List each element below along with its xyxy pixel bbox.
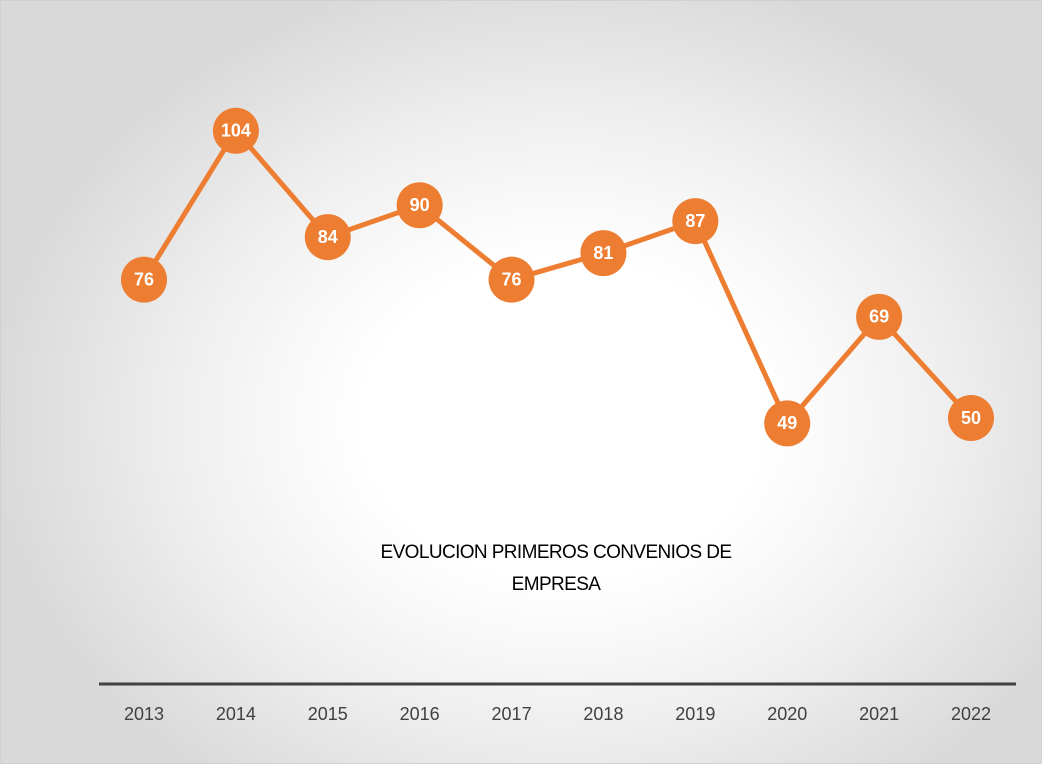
x-tick-label: 2016 <box>400 704 440 724</box>
x-tick-label: 2015 <box>308 704 348 724</box>
marker <box>396 182 443 229</box>
data-label: 76 <box>134 269 154 289</box>
data-label: 104 <box>221 120 251 140</box>
marker <box>672 198 719 245</box>
marker <box>488 256 535 303</box>
x-tick-label: 2022 <box>951 704 991 724</box>
data-label: 49 <box>777 413 797 433</box>
chart-title: EVOLUCION PRIMEROS CONVENIOS DE EMPRESA <box>380 542 733 595</box>
x-tick-label: 2014 <box>216 704 256 724</box>
marker <box>764 400 811 447</box>
x-tick-label: 2021 <box>859 704 899 724</box>
x-tick-label: 2019 <box>675 704 715 724</box>
marker <box>304 214 351 261</box>
x-tick-label: 2018 <box>583 704 623 724</box>
marker <box>212 107 259 154</box>
data-label: 50 <box>961 408 981 428</box>
line <box>141 128 973 426</box>
x-tick-label: 2017 <box>492 704 532 724</box>
marker <box>580 230 627 277</box>
data-label: 81 <box>593 243 613 263</box>
x-tick-label: 2020 <box>767 704 807 724</box>
x-tick-label: 2013 <box>124 704 164 724</box>
marker <box>121 256 167 303</box>
data-label: 76 <box>502 269 522 289</box>
data-label: 87 <box>685 211 705 231</box>
data-label: 69 <box>869 307 889 327</box>
data-label: 84 <box>318 227 338 247</box>
marker <box>856 293 903 340</box>
marker <box>948 395 994 441</box>
data-label: 90 <box>410 195 430 215</box>
